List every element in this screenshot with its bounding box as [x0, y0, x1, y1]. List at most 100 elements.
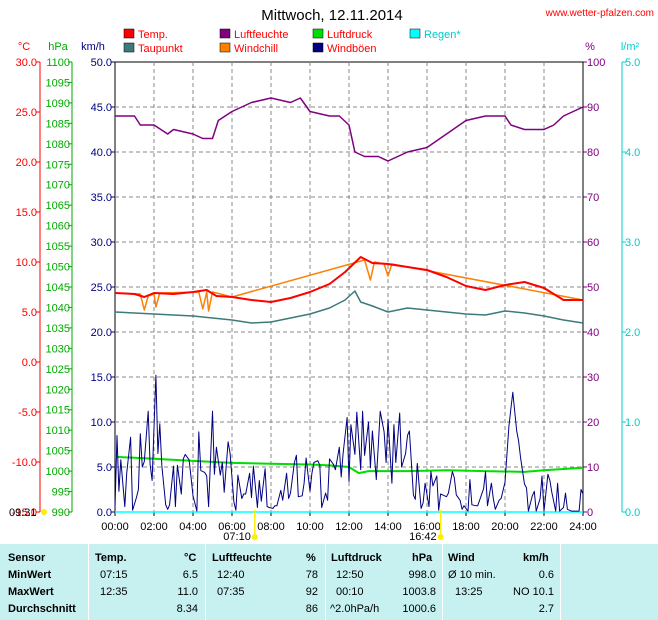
- wind-tick-label: 45.0: [91, 102, 112, 114]
- series-line-luftfeuchte: [115, 97, 584, 162]
- wind-time: Ø 10 min.: [448, 569, 496, 581]
- rain-tick-label: 0.0: [625, 507, 640, 519]
- stats-row: MinWert 07:15 6.5 12:40 78 12:50 998.0 Ø…: [0, 569, 658, 586]
- press-tick-label: 1075: [46, 159, 70, 171]
- temp-tick-label: 25.0: [16, 107, 37, 119]
- press-tick-label: 1090: [46, 98, 70, 110]
- press-tick-label: 1070: [46, 180, 70, 192]
- press-tick-label: 1025: [46, 364, 70, 376]
- press-tick-label: 1100: [46, 57, 70, 69]
- stats-row: MaxWert 12:35 11.0 07:35 92 00:10 1003.8…: [0, 586, 658, 603]
- x-tick-label: 12:00: [335, 521, 363, 533]
- wind-time: 13:25: [455, 586, 483, 598]
- row-label: MaxWert: [8, 586, 54, 598]
- sun-icon: [41, 509, 47, 515]
- temp-tick-label: 10.0: [16, 257, 37, 269]
- hum-time: 12:40: [217, 569, 245, 581]
- wind-axis-unit: km/h: [81, 41, 105, 53]
- hum-tick-label: 10: [587, 462, 599, 474]
- temp-time: 07:15: [100, 569, 128, 581]
- x-tick-label: 24:00: [569, 521, 597, 533]
- wind-tick-label: 0.0: [97, 507, 112, 519]
- series-line-temp: [114, 256, 583, 303]
- legend-swatch: [312, 28, 324, 39]
- x-tick-label: 00:00: [101, 521, 129, 533]
- temp-tick-label: 5.0: [22, 307, 37, 319]
- header-temp-unit: °C: [184, 552, 197, 564]
- x-tick-label: 06:00: [218, 521, 246, 533]
- series-line-taupunkt: [114, 290, 584, 324]
- rain-tick-label: 3.0: [625, 237, 640, 249]
- sun-markers: 09:31 07:10 16:42: [9, 507, 444, 543]
- sun-marker-label: 09:31: [9, 507, 37, 519]
- legend-label: Windchill: [234, 43, 278, 55]
- press-tick-label: 1060: [46, 221, 70, 233]
- wind-value: NO 10.1: [513, 586, 554, 598]
- temp-tick-label: -10.0: [12, 457, 37, 469]
- x-tick-label: 18:00: [452, 521, 480, 533]
- press-tick-label: 1005: [46, 446, 70, 458]
- press-tick-label: 1080: [46, 139, 70, 151]
- header-wind-unit: km/h: [523, 552, 549, 564]
- hum-value: 86: [305, 603, 318, 615]
- weather-chart: Mittwoch, 12.11.2014 www.wetter-pfalzen.…: [9, 7, 654, 543]
- legend-label: Windböen: [327, 43, 377, 55]
- wind-tick-label: 25.0: [91, 282, 112, 294]
- press-tick-label: 1030: [46, 343, 70, 355]
- press-tick-label: 1040: [46, 302, 70, 314]
- hum-value: 78: [305, 569, 318, 581]
- legend-label: Luftdruck: [327, 29, 373, 41]
- press-tick-label: 1000: [46, 466, 70, 478]
- press-tick-label: 995: [52, 487, 70, 499]
- legend-swatch: [219, 42, 231, 53]
- hum-tick-label: 30: [587, 372, 599, 384]
- stats-table: Sensor Temp. °C Luftfeuchte % Luftdruck …: [0, 544, 658, 620]
- press-tick-label: 1020: [46, 384, 70, 396]
- press-tick-label: 1015: [46, 405, 70, 417]
- header-hum-unit: %: [306, 552, 316, 564]
- x-tick-label: 14:00: [374, 521, 402, 533]
- header-press: Luftdruck: [331, 552, 382, 564]
- wind-tick-label: 30.0: [91, 237, 112, 249]
- hum-tick-label: 70: [587, 192, 599, 204]
- press-tick-label: 1085: [46, 118, 70, 130]
- header-hum: Luftfeuchte: [212, 552, 272, 564]
- temp-tick-label: 15.0: [16, 207, 37, 219]
- hum-tick-label: 100: [587, 57, 605, 69]
- x-tick-label: 16:00: [413, 521, 441, 533]
- x-tick-label: 20:00: [491, 521, 519, 533]
- chart-legend: Temp. Luftfeuchte Luftdruck Regen* Taupunkt W…: [123, 28, 461, 55]
- sun-icon: [437, 534, 444, 540]
- wind-tick-label: 35.0: [91, 192, 112, 204]
- temp-tick-label: 30.0: [16, 57, 37, 69]
- wind-value: 2.7: [538, 603, 554, 615]
- legend-label: Taupunkt: [138, 43, 183, 55]
- press-value: 998.0: [408, 569, 436, 581]
- temp-time: 12:35: [100, 586, 128, 598]
- legend-label: Regen*: [424, 29, 461, 41]
- press-tick-label: 990: [52, 507, 70, 519]
- press-axis-unit: hPa: [48, 41, 68, 53]
- source-link[interactable]: www.wetter-pfalzen.com: [545, 8, 654, 19]
- wind-tick-label: 5.0: [97, 462, 112, 474]
- x-tick-label: 22:00: [530, 521, 558, 533]
- press-time: ^2.0hPa/h: [330, 603, 380, 615]
- temp-tick-label: -15.0: [12, 507, 37, 519]
- rain-tick-label: 4.0: [625, 147, 640, 159]
- press-tick-label: 1035: [46, 323, 70, 335]
- temp-value: 6.5: [182, 569, 198, 581]
- rain-tick-label: 5.0: [625, 57, 640, 69]
- stats-row: Durchschnitt 8.34 86 ^2.0hPa/h 1000.6 2.…: [0, 603, 658, 620]
- x-tick-label: 04:00: [179, 521, 207, 533]
- chart-series: [114, 97, 584, 513]
- x-tick-label: 02:00: [140, 521, 168, 533]
- press-tick-label: 1050: [46, 262, 70, 274]
- sun-marker-label: 16:42: [409, 531, 437, 543]
- temp-tick-label: -5.0: [18, 407, 37, 419]
- hum-tick-label: 60: [587, 237, 599, 249]
- press-tick-label: 1095: [46, 77, 70, 89]
- hum-tick-label: 20: [587, 417, 599, 429]
- legend-swatch: [123, 42, 135, 53]
- wind-tick-label: 10.0: [91, 417, 112, 429]
- wind-tick-label: 40.0: [91, 147, 112, 159]
